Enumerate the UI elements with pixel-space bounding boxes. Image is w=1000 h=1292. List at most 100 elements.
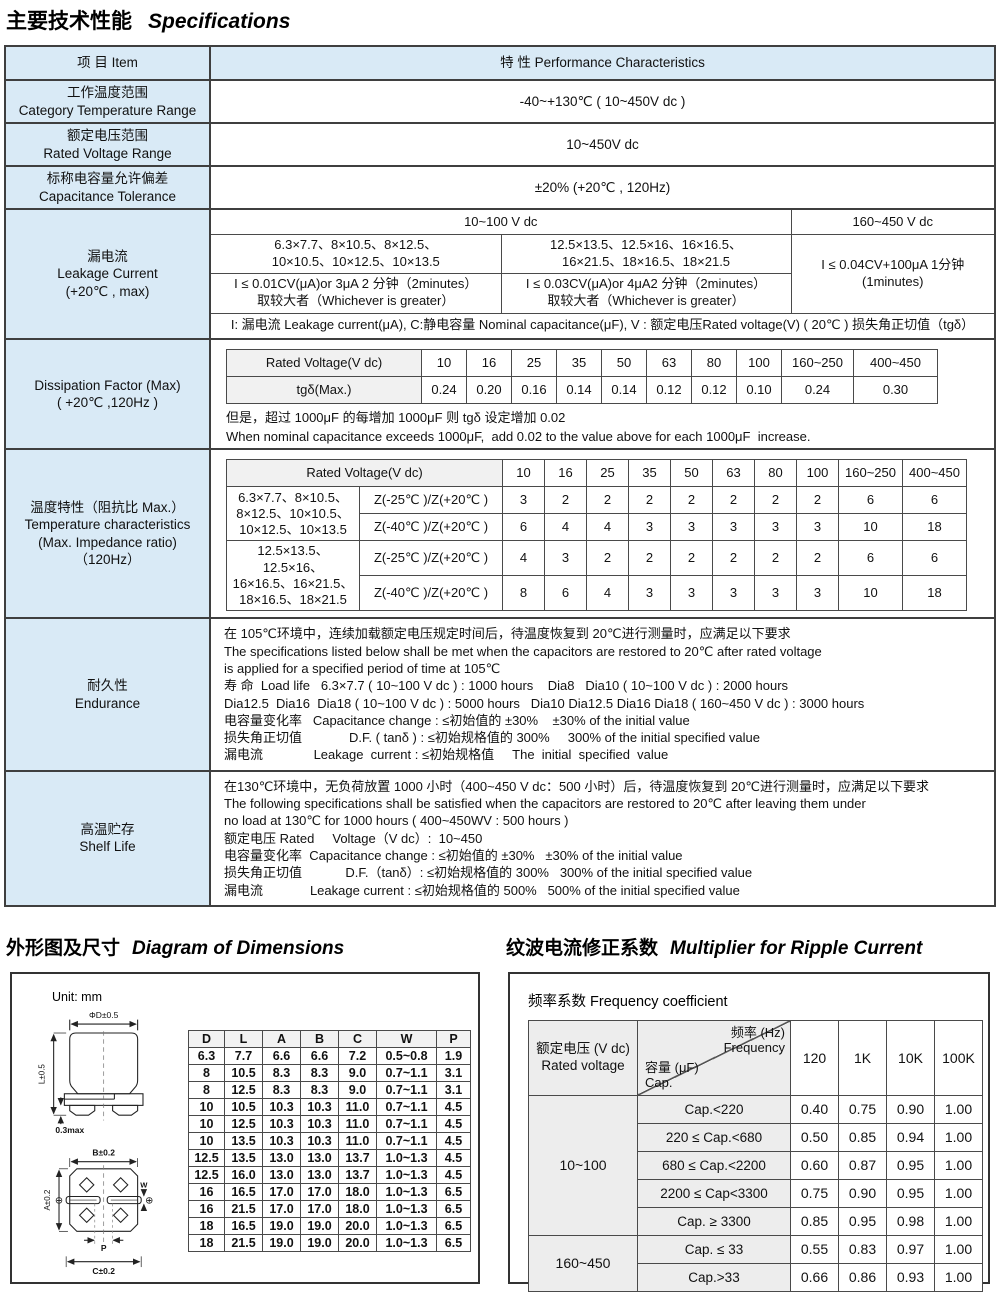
cell: 3.1: [436, 1063, 471, 1082]
shelf-life-line: 电容量变化率 Capacitance change : ≤初始值的 ±30% ±…: [224, 847, 683, 863]
table-row: 16 21.5 17.0 17.0 18.0 1.0~1.3 6.5: [188, 1199, 471, 1218]
leakage-label-cond: (+20℃ , max): [65, 283, 150, 299]
voltage-column-cell: 160~250: [781, 349, 854, 378]
dissipation-label: Dissipation Factor (Max) ( +20℃ ,120Hz ): [4, 338, 211, 451]
cell: 1.0~1.3: [376, 1165, 437, 1184]
cell: 19.0: [262, 1216, 301, 1235]
cell: 6.6: [262, 1046, 301, 1065]
table-row: 10 12.5 10.3 10.3 11.0 0.7~1.1 4.5: [188, 1114, 471, 1133]
cell: 10.3: [300, 1131, 339, 1150]
dissipation-voltage-row: Rated Voltage(V dc) 10 16 25 35 50 63 80 100 160…: [226, 349, 938, 378]
impedance-ratio-cell: 2: [670, 486, 713, 515]
coefficient-row: 680 ≤ Cap.<2200 0.60 0.87 0.95 1.00: [529, 1150, 983, 1180]
dimension-column-header: W: [376, 1029, 437, 1048]
endurance-lines: 在 105℃环境中，连续加载额定电压规定时间后，待温度恢复到 20℃进行测量时，…: [212, 620, 993, 768]
cell: 21.5: [224, 1199, 263, 1218]
impedance-ratio-cell: 3: [712, 575, 755, 612]
temperature-label: 温度特性（阻抗比 Max.） Temperature characteristi…: [4, 448, 211, 620]
temperature-g2-r40-label: Z(-40℃ )/Z(+20℃ ): [359, 575, 503, 612]
impedance-ratio-cell: 3: [754, 513, 797, 542]
leakage-formula-large: I ≤ 0.03CV(μA)or 4μA2 分钟（2minutes） 取较大者（…: [500, 272, 791, 314]
coefficient-cell: 1.00: [934, 1094, 983, 1124]
capacity-range: Cap.<220: [637, 1094, 791, 1124]
coefficient-cell: 1.00: [934, 1206, 983, 1236]
coefficient-cell: 0.50: [790, 1122, 839, 1152]
polarity-plus-icon: ⊕: [145, 1195, 153, 1206]
cell: 1.0~1.3: [376, 1148, 437, 1167]
temperature-g1-r40-label: Z(-40℃ )/Z(+20℃ ): [359, 513, 503, 542]
impedance-ratio-cell: 18: [902, 513, 967, 542]
tgd-value-cell: 0.10: [736, 376, 782, 405]
cell: 8: [188, 1080, 225, 1099]
temperature-g2-r40-row: Z(-40℃ )/Z(+20℃ ) 8 6 4 3 3 3 3 3 10 18: [227, 575, 967, 612]
coefficient-cell: 0.60: [790, 1150, 839, 1180]
characteristics-header-cell: 特 性 Performance Characteristics: [209, 45, 996, 81]
dissipation-label-line2: ( +20℃ ,120Hz ): [56, 395, 159, 411]
impedance-ratio-cell: 3: [628, 513, 671, 542]
temperature-g1-sizes: 6.3×7.7、8×10.5、 8×12.5、10×10.5、 10×12.5、…: [226, 486, 360, 542]
dimension-column-header: C: [338, 1029, 377, 1048]
table-row: 12.5 13.5 13.0 13.0 13.7 1.0~1.3 4.5: [188, 1148, 471, 1167]
dim-gap-label: 0.3max: [55, 1125, 84, 1135]
cell: 0.7~1.1: [376, 1097, 437, 1116]
coefficient-cell: 0.90: [886, 1094, 935, 1124]
voltage-column-cell: 16: [544, 459, 587, 488]
leakage-row: 漏电流 Leakage Current (+20℃ , max) 10~100 …: [4, 208, 996, 341]
cell: 9.0: [338, 1063, 377, 1082]
voltage-range-label: 额定电压范围 Rated Voltage Range: [4, 122, 211, 168]
cell: 8.3: [262, 1063, 301, 1082]
tolerance-row: 标称电容量允许偏差 Capacitance Tolerance ±20% (+2…: [4, 165, 996, 211]
cell: 18.0: [338, 1199, 377, 1218]
coefficient-cell: 0.93: [886, 1262, 935, 1292]
capacitor-pad-view: B±0.2 ⊖ ⊕ A±0.2 W: [43, 1147, 153, 1276]
voltage-group-low: 10~100: [528, 1094, 638, 1236]
table-row: 10 13.5 10.3 10.3 11.0 0.7~1.1 4.5: [188, 1131, 471, 1150]
cell: 11.0: [338, 1097, 377, 1116]
voltage-column-cell: 80: [691, 349, 737, 378]
coefficient-cell: 1.00: [934, 1178, 983, 1208]
cell: 1.0~1.3: [376, 1216, 437, 1235]
temperature-content: Rated Voltage(V dc) 10 16 25 35 50 63 80 100 160…: [209, 448, 996, 620]
frequency-capacity-diagonal-cell: 频率 (Hz) Frequency 容量 (μF) Cap.: [637, 1019, 791, 1096]
temperature-label-en2: (Max. Impedance ratio): [38, 534, 177, 550]
voltage-column-cell: 35: [556, 349, 602, 378]
endurance-line: 损失角正切值 D.F. ( tanδ ) : ≤初始规格值的 300% 300%…: [224, 730, 760, 746]
leakage-note-row: I: 漏电流 Leakage current(μA), C:静电容量 Nomin…: [211, 312, 994, 339]
dissipation-tgd-row: tgδ(Max.) 0.24 0.20 0.16 0.14 0.14 0.12 0.12 0.…: [226, 376, 938, 405]
coefficient-cell: 1.00: [934, 1234, 983, 1264]
cell: 8.3: [262, 1080, 301, 1099]
dissipation-note-cn: 但是，超过 1000μF 的每增加 1000μF 则 tgδ 设定增加 0.02: [226, 410, 566, 426]
dimension-column-header: B: [300, 1029, 339, 1048]
cell: 8.3: [300, 1063, 339, 1082]
dimensions-table-body: 6.3 7.7 6.6 6.6 7.2 0.5~0.8 1.9 8 10.5 8.3 8.3 9.0 0…: [188, 1046, 471, 1252]
dimensions-box: Unit: mm ΦD±0.5: [10, 971, 480, 1284]
coefficient-cell: 0.40: [790, 1094, 839, 1124]
tgd-value-cell: 0.20: [466, 376, 512, 405]
impedance-ratio-cell: 2: [754, 540, 797, 577]
impedance-ratio-cell: 2: [544, 486, 587, 515]
dim-w-label: W: [140, 1180, 148, 1189]
impedance-ratio-cell: 10: [838, 575, 903, 612]
tgd-value-cell: 0.30: [853, 376, 938, 405]
endurance-row: 耐久性 Endurance 在 105℃环境中，连续加载额定电压规定时间后，待温…: [4, 617, 996, 772]
voltage-column-cell: 50: [601, 349, 647, 378]
cell: 20.0: [338, 1233, 377, 1252]
temperature-subtable: Rated Voltage(V dc) 10 16 25 35 50 63 80 100 160…: [226, 459, 967, 612]
cell: 13.0: [262, 1165, 301, 1184]
cell: 11.0: [338, 1131, 377, 1150]
shelf-life-line: The following specifications shall be sa…: [224, 796, 866, 812]
endurance-label-cn: 耐久性: [87, 678, 128, 694]
cell: 10.3: [262, 1097, 301, 1116]
frequency-coefficient-subtitle: 频率系数 Frequency coefficient: [528, 993, 728, 1010]
dissipation-note-en: When nominal capacitance exceeds 1000μF,…: [226, 429, 811, 445]
impedance-ratio-cell: 2: [796, 540, 839, 577]
cell: 19.0: [300, 1233, 339, 1252]
frequency-header-row: 额定电压 (V dc) Rated voltage 频率 (Hz) Freque…: [528, 1019, 983, 1096]
shelf-life-label: 高温贮存 Shelf Life: [4, 769, 211, 907]
endurance-line: 在 105℃环境中，连续加载额定电压规定时间后，待温度恢复到 20℃进行测量时，…: [224, 626, 791, 642]
voltage-column-cell: 100: [796, 459, 839, 488]
frequency-column-header: 10K: [886, 1019, 935, 1096]
temperature-label-en1: Temperature characteristics: [24, 517, 191, 533]
